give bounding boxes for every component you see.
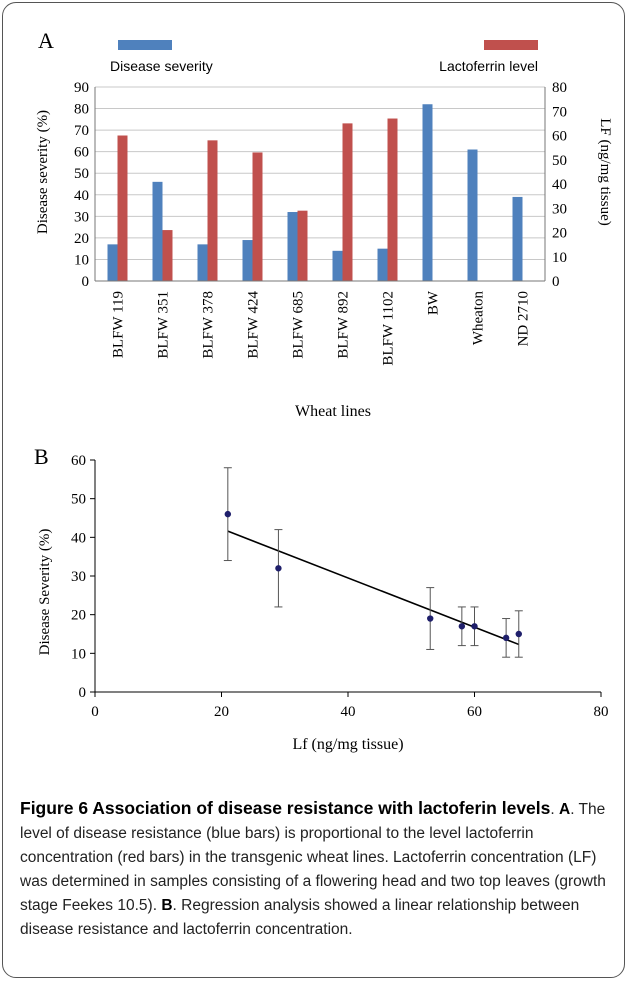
data-point <box>515 630 522 638</box>
x-tick-label: BLFW 378 <box>201 291 217 359</box>
y-tick-label: 90 <box>74 80 89 96</box>
x-tick-label: 60 <box>467 704 482 720</box>
regression-line <box>227 530 520 646</box>
legend-label-severity: Disease severity <box>110 58 213 74</box>
y-tick-label: 60 <box>74 145 89 161</box>
data-point <box>458 623 466 630</box>
y-tick-label: 20 <box>71 608 86 624</box>
y2-tick-label: 0 <box>552 274 560 290</box>
y2-tick-label: 10 <box>552 250 567 266</box>
bar-disease-severity <box>197 244 208 281</box>
y-axis-label: Disease Severity (%) <box>37 529 53 656</box>
data-point <box>502 634 510 642</box>
bar-disease-severity <box>422 104 433 281</box>
x-tick-label: ND 2710 <box>516 291 532 346</box>
y2-axis-label: LF (ng/mg tissue) <box>597 118 613 226</box>
y-tick-label: 10 <box>71 646 86 662</box>
x-tick-label: BLFW 685 <box>291 291 307 359</box>
bar-lactoferrin <box>342 123 353 281</box>
bar-disease-severity <box>512 196 523 281</box>
bar-disease-severity <box>332 250 343 281</box>
y-tick-label: 50 <box>74 166 89 182</box>
x-tick-label: 20 <box>214 704 229 720</box>
x-tick-label: 80 <box>594 704 609 720</box>
y-tick-label: 40 <box>74 188 89 204</box>
data-point <box>275 565 282 572</box>
y2-tick-label: 20 <box>552 226 567 242</box>
x-tick-label: BLFW 424 <box>246 291 262 359</box>
y-tick-label: 50 <box>71 492 86 508</box>
y-tick-label: 30 <box>74 209 89 225</box>
bar-disease-severity <box>242 240 253 281</box>
legend-label-lactoferrin: Lactoferrin level <box>439 58 538 74</box>
x-axis-label: Lf (ng/mg tissue) <box>292 736 403 753</box>
data-point <box>471 623 478 630</box>
caption-label-b: B <box>161 897 173 914</box>
bar-lactoferrin <box>162 230 173 281</box>
data-point <box>427 615 434 622</box>
y-tick-label: 30 <box>71 569 86 585</box>
y-tick-label: 40 <box>71 530 86 546</box>
bar-lactoferrin <box>297 210 308 281</box>
legend-swatch-severity <box>118 40 172 50</box>
x-tick-label: 40 <box>341 704 356 720</box>
x-tick-label: 0 <box>91 704 99 720</box>
bar-disease-severity <box>287 212 298 281</box>
y-tick-label: 0 <box>82 274 90 290</box>
x-axis-label: Wheat lines <box>295 403 371 420</box>
y-axis-label: Disease severity (%) <box>35 110 51 234</box>
figure-caption: Figure 6 Association of disease resistan… <box>20 796 616 942</box>
bar-disease-severity <box>107 244 118 281</box>
data-point <box>224 510 232 518</box>
y2-tick-label: 50 <box>552 153 567 169</box>
caption-sep: . <box>550 801 559 818</box>
x-tick-label: Wheaton <box>471 291 487 346</box>
caption-text-b: . Regression analysis showed a linear re… <box>20 897 580 938</box>
bar-lactoferrin <box>207 140 218 281</box>
bar-disease-severity <box>467 149 478 281</box>
panel-label-b: B <box>34 444 49 469</box>
x-tick-label: BLFW 892 <box>336 291 352 359</box>
y2-tick-label: 60 <box>552 129 567 145</box>
bar-lactoferrin <box>387 118 398 282</box>
y-tick-label: 20 <box>74 231 89 247</box>
caption-label-a: A <box>559 801 571 818</box>
bar-lactoferrin <box>252 152 263 281</box>
x-tick-label: BLFW 1102 <box>381 291 397 366</box>
bar-chart: A Disease severity Lactoferrin level 0 10… <box>35 28 613 420</box>
bar-disease-severity <box>377 248 388 281</box>
panel-label-a: A <box>38 28 54 53</box>
x-tick-label: BLFW 351 <box>156 291 172 359</box>
y2-tick-label: 80 <box>552 80 567 96</box>
y-tick-label: 0 <box>79 685 87 701</box>
legend-swatch-lactoferrin <box>484 40 538 50</box>
y-tick-label: 60 <box>71 453 86 469</box>
y-tick-label: 80 <box>74 102 89 118</box>
bar-lactoferrin <box>117 135 128 281</box>
y2-tick-label: 30 <box>552 201 567 217</box>
x-tick-label: BW <box>426 290 442 315</box>
caption-text-a: . The level of disease resistance (blue … <box>20 801 606 914</box>
y2-tick-label: 70 <box>552 104 567 120</box>
y2-tick-label: 40 <box>552 177 567 193</box>
scatter-chart: B 0 10 20 30 40 50 60 0 20 40 60 80 Disease Severit… <box>34 444 609 753</box>
bar-disease-severity <box>152 181 163 281</box>
y-tick-label: 10 <box>74 252 89 268</box>
y-tick-label: 70 <box>74 123 89 139</box>
caption-title: Figure 6 Association of disease resistan… <box>20 798 551 818</box>
x-tick-label: BLFW 119 <box>111 291 127 358</box>
